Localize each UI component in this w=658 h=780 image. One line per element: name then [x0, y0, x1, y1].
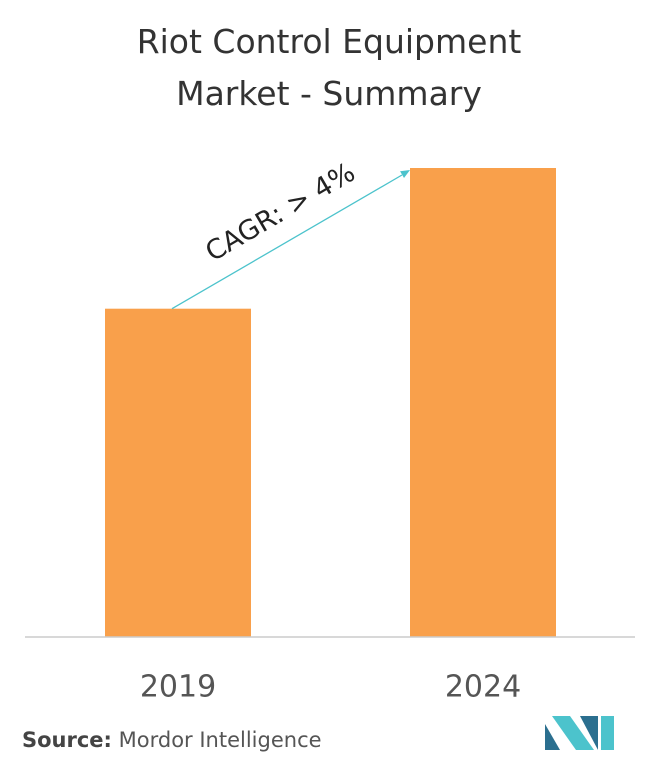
bar [410, 168, 556, 637]
x-tick-label: 2024 [445, 670, 521, 705]
cagr-arrow [171, 174, 403, 310]
x-tick-label: 2019 [140, 670, 216, 705]
chart-title: Riot Control Equipment Market - Summary [136, 22, 522, 113]
arrow-head [400, 170, 410, 179]
source-text: Mordor Intelligence [118, 728, 322, 752]
bar [105, 308, 251, 637]
logo [545, 716, 614, 750]
source: Source: Mordor Intelligence [22, 728, 322, 752]
source-label: Source: [22, 728, 112, 752]
